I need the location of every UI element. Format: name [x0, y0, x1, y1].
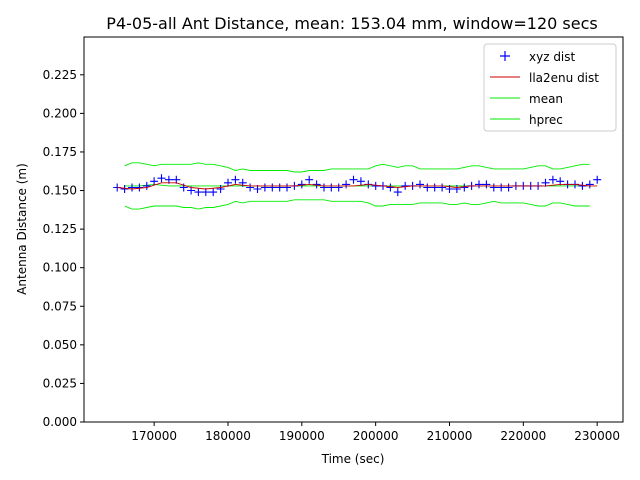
xyz-point — [342, 180, 351, 189]
xyz-point — [334, 183, 343, 192]
hprec-upper-line — [124, 162, 590, 173]
xyz-point — [356, 177, 365, 186]
xyz-point — [120, 185, 129, 193]
xyz-point — [209, 188, 218, 197]
x-tick-label: 180000 — [205, 429, 251, 443]
y-axis-ticks: 0.000 0.025 0.050 0.075 0.100 0.125 0.150 0.175… — [43, 68, 84, 429]
hprec-band-layer — [124, 162, 590, 210]
y-tick-label: 0.075 — [43, 299, 77, 313]
xyz-point — [416, 180, 424, 189]
y-tick-label: 0.125 — [43, 222, 77, 236]
x-tick-label: 210000 — [427, 429, 473, 443]
xyz-point — [386, 183, 395, 192]
y-tick-label: 0.100 — [43, 261, 77, 275]
y-tick-label: 0.150 — [43, 184, 77, 198]
x-tick-label: 200000 — [353, 429, 399, 443]
xyz-point — [438, 183, 447, 192]
xyz-point — [349, 175, 358, 184]
x-tick-label: 190000 — [279, 429, 325, 443]
legend-label-mean: mean — [529, 92, 563, 106]
y-tick-label: 0.225 — [43, 68, 77, 82]
xyz-point — [231, 175, 240, 184]
xyz-point — [142, 181, 151, 190]
hprec-lower-line — [124, 199, 590, 210]
legend: xyz dist lla2enu dist mean hprec — [483, 43, 617, 132]
y-tick-label: 0.200 — [43, 106, 77, 120]
xyz-point — [475, 180, 483, 189]
xyz-point — [504, 183, 513, 192]
xyz-point — [275, 183, 284, 192]
xyz-point — [593, 175, 602, 184]
legend-label-hprec: hprec — [529, 113, 563, 127]
legend-label-lla2enu: lla2enu dist — [529, 71, 599, 85]
xyz-point — [135, 183, 144, 192]
legend-label-xyz: xyz dist — [529, 50, 576, 64]
xyz-point — [460, 183, 469, 192]
x-axis-label: Time (sec) — [321, 452, 385, 466]
xyz-point — [297, 180, 306, 189]
xyz-point — [393, 188, 402, 197]
x-axis-ticks: 170000 180000 190000 200000 210000 220000 2300… — [131, 422, 620, 443]
legend-item-lla2enu: lla2enu dist — [490, 71, 599, 85]
y-axis-label: Antenna Distance (m) — [15, 163, 29, 295]
xyz-point — [224, 178, 232, 187]
xyz-point — [401, 181, 410, 190]
chart-title: P4-05-all Ant Distance, mean: 153.04 mm,… — [106, 14, 597, 33]
xyz-point — [128, 183, 136, 192]
xyz-point — [320, 183, 328, 192]
xyz-point — [260, 183, 269, 192]
xyz-point — [497, 183, 506, 192]
xyz-point — [157, 174, 166, 183]
xyz-point — [246, 183, 255, 192]
xyz-point — [548, 175, 557, 184]
xyz-point — [585, 180, 594, 189]
lla2enu-line — [117, 182, 598, 190]
xyz-point — [305, 175, 314, 184]
xyz-point — [452, 185, 461, 193]
legend-item-hprec: hprec — [490, 113, 563, 127]
x-tick-label: 230000 — [574, 429, 620, 443]
legend-item-xyz: xyz dist — [500, 50, 576, 64]
xyz-point — [482, 180, 491, 189]
xyz-point — [371, 181, 380, 190]
xyz-point — [327, 183, 336, 192]
xyz-point — [312, 180, 321, 189]
xyz-point — [216, 185, 225, 193]
y-tick-label: 0.025 — [43, 376, 77, 390]
xyz-point — [423, 183, 432, 192]
y-tick-label: 0.050 — [43, 338, 77, 352]
legend-box — [483, 43, 617, 132]
y-tick-label: 0.000 — [43, 415, 77, 429]
xyz-point — [150, 177, 159, 186]
lla2enu-line-layer — [117, 182, 598, 190]
xyz-point — [283, 183, 291, 192]
xyz-point — [430, 183, 439, 192]
legend-item-mean: mean — [490, 92, 563, 106]
legend-plus-marker — [500, 51, 510, 61]
xyz-point — [489, 183, 498, 192]
y-tick-label: 0.175 — [43, 145, 77, 159]
x-tick-label: 170000 — [131, 429, 177, 443]
xyz-point — [578, 181, 587, 190]
xyz-point — [268, 183, 277, 192]
x-tick-label: 220000 — [500, 429, 546, 443]
xyz-point — [194, 188, 203, 197]
